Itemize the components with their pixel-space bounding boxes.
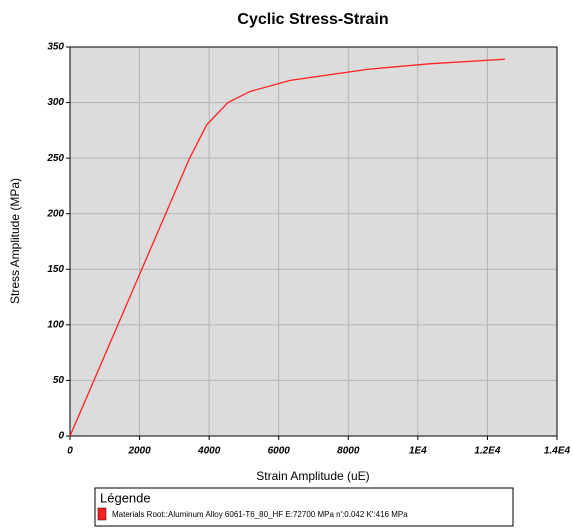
y-tick-label: 200 — [46, 208, 64, 219]
x-tick-label: 1E4 — [409, 446, 427, 457]
y-tick-label: 100 — [47, 319, 64, 330]
chart-title: Cyclic Stress-Strain — [237, 11, 388, 28]
y-tick-label: 350 — [47, 42, 64, 53]
legend-label: Materials Root::Aluminum Alloy 6061-T6_8… — [112, 510, 408, 519]
y-tick-label: 0 — [58, 431, 64, 442]
y-tick-label: 300 — [47, 97, 64, 108]
y-axis-label: Stress Amplitude (MPa) — [8, 178, 22, 304]
x-axis-label: Strain Amplitude (uE) — [256, 469, 369, 483]
x-tick-label: 8000 — [337, 446, 360, 457]
x-tick-label: 1.2E4 — [474, 446, 501, 457]
y-tick-label: 150 — [47, 264, 64, 275]
x-tick-label: 6000 — [268, 446, 291, 457]
x-tick-label: 2000 — [127, 446, 151, 457]
plot-area — [69, 46, 558, 437]
y-tick-label: 250 — [46, 153, 64, 164]
plot-frame — [69, 46, 558, 437]
line — [69, 58, 505, 437]
legend-title: Légende — [100, 490, 151, 505]
x-tick-label: 4000 — [197, 446, 221, 457]
legend-swatch — [97, 507, 107, 521]
y-tick-label: 50 — [53, 375, 65, 386]
x-tick-label: 0 — [67, 446, 73, 457]
x-tick-label: 1.4E4 — [544, 446, 571, 457]
legend — [94, 487, 514, 527]
